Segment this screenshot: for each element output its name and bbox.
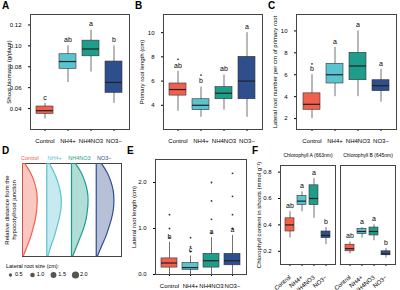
svg-text:Control: Control — [168, 138, 187, 144]
svg-text:c: c — [43, 94, 47, 101]
svg-text:b: b — [168, 233, 172, 240]
svg-text:Lateral root length (cm): Lateral root length (cm) — [131, 186, 137, 248]
svg-text:NO3−: NO3− — [97, 155, 112, 161]
svg-text:NH4NO3: NH4NO3 — [353, 274, 376, 290]
html-text:A: A — [2, 0, 10, 11]
svg-text:4: 4 — [284, 94, 288, 100]
svg-text:Control: Control — [35, 138, 54, 144]
svg-text:NH4+: NH4+ — [60, 138, 76, 144]
svg-text:b: b — [384, 239, 388, 246]
svg-text:Primary root length (cm): Primary root length (cm) — [139, 40, 145, 104]
html-text:Relative distance from the hyp: Relative distance from the hypocotyl/roo… — [4, 174, 17, 245]
svg-text:0.4: 0.4 — [263, 222, 272, 228]
svg-text:a: a — [231, 226, 235, 233]
svg-text:NH4+: NH4+ — [48, 155, 62, 161]
svg-text:Control: Control — [21, 155, 39, 161]
svg-text:NH4+: NH4+ — [288, 274, 304, 289]
html-text:2.0: 2.0 — [80, 271, 88, 277]
svg-text:0.12: 0.12 — [10, 22, 22, 28]
svg-text:a: a — [356, 21, 360, 28]
svg-text:NH4NO3: NH4NO3 — [79, 138, 104, 144]
svg-text:1.0: 1.0 — [138, 225, 147, 231]
svg-text:a: a — [300, 182, 304, 189]
svg-text:NH4+: NH4+ — [193, 138, 209, 144]
html-text:E: E — [127, 145, 134, 156]
html-text:F: F — [252, 145, 259, 156]
html-text:1.5: 1.5 — [58, 271, 66, 277]
svg-text:0.6: 0.6 — [263, 195, 272, 201]
svg-text:b: b — [324, 218, 328, 225]
svg-text:NH4NO3: NH4NO3 — [346, 138, 371, 144]
svg-text:0.8: 0.8 — [263, 169, 272, 175]
svg-text:ab: ab — [174, 62, 182, 69]
svg-text:0.04: 0.04 — [10, 106, 22, 112]
svg-text:ab: ab — [64, 36, 72, 43]
svg-text:a: a — [210, 228, 214, 235]
svg-text:0.0: 0.0 — [138, 271, 147, 277]
html-text:B: B — [135, 0, 143, 11]
svg-text:a: a — [312, 169, 316, 176]
svg-text:0.08: 0.08 — [9, 63, 22, 70]
svg-text:Chlorophyll content in shoots: Chlorophyll content in shoots (mmol g⁻¹) — [256, 162, 262, 268]
svg-text:2: 2 — [284, 115, 288, 121]
svg-text:0.10: 0.10 — [9, 42, 22, 49]
svg-text:8: 8 — [151, 54, 155, 60]
svg-text:4: 4 — [151, 102, 155, 108]
svg-text:b: b — [112, 36, 116, 43]
html-text:Lateral root size (cm):: Lateral root size (cm): — [6, 263, 60, 269]
svg-text:ab: ab — [286, 202, 294, 209]
svg-text:10: 10 — [281, 28, 288, 34]
svg-text:NH4NO3: NH4NO3 — [293, 274, 316, 290]
html-text:C: C — [268, 0, 276, 11]
svg-text:Chlorophyll A (663nm): Chlorophyll A (663nm) — [283, 152, 333, 158]
svg-text:NH4+: NH4+ — [183, 283, 199, 289]
svg-text:NO3−: NO3− — [239, 138, 255, 144]
svg-text:Control: Control — [302, 138, 321, 144]
svg-text:2.0: 2.0 — [138, 179, 147, 185]
svg-text:NO3−: NO3− — [106, 138, 122, 144]
svg-text:NH4+: NH4+ — [348, 274, 364, 289]
svg-text:6: 6 — [151, 78, 155, 84]
svg-text:NH4NO3: NH4NO3 — [68, 155, 90, 161]
svg-text:ab: ab — [220, 65, 228, 72]
svg-text:Lateral root number per cm of: Lateral root number per cm of primary ro… — [272, 15, 278, 128]
svg-text:NH4+: NH4+ — [327, 138, 343, 144]
svg-text:10: 10 — [148, 30, 155, 36]
svg-text:6: 6 — [284, 72, 288, 78]
svg-text:8: 8 — [284, 50, 288, 56]
svg-text:a: a — [245, 23, 249, 30]
svg-text:NO3−: NO3− — [372, 274, 388, 289]
svg-text:a: a — [333, 38, 337, 45]
svg-text:a: a — [89, 20, 93, 27]
svg-text:NH4NO3: NH4NO3 — [212, 138, 237, 144]
svg-text:NO3−: NO3− — [312, 274, 328, 289]
svg-text:c: c — [189, 246, 193, 253]
svg-text:Control: Control — [160, 283, 179, 289]
svg-text:b: b — [310, 65, 314, 72]
html-text:0.5: 0.5 — [15, 271, 23, 277]
svg-text:ab: ab — [346, 232, 354, 239]
svg-text:a: a — [360, 218, 364, 225]
svg-text:0.2: 0.2 — [263, 248, 272, 254]
svg-text:a: a — [379, 60, 383, 67]
svg-text:b: b — [199, 77, 203, 84]
svg-text:NO3−: NO3− — [225, 283, 241, 289]
svg-text:Shoot biomass (g/plant): Shoot biomass (g/plant) — [6, 40, 12, 103]
html-text:D: D — [2, 145, 10, 156]
svg-text:Chlorophyll B (645nm): Chlorophyll B (645nm) — [343, 152, 393, 158]
svg-text:a: a — [372, 215, 376, 222]
html-text:1.0: 1.0 — [36, 271, 45, 277]
svg-text:NO3−: NO3− — [373, 138, 389, 144]
svg-text:NH4NO3: NH4NO3 — [199, 283, 224, 289]
svg-text:0.06: 0.06 — [9, 84, 22, 91]
